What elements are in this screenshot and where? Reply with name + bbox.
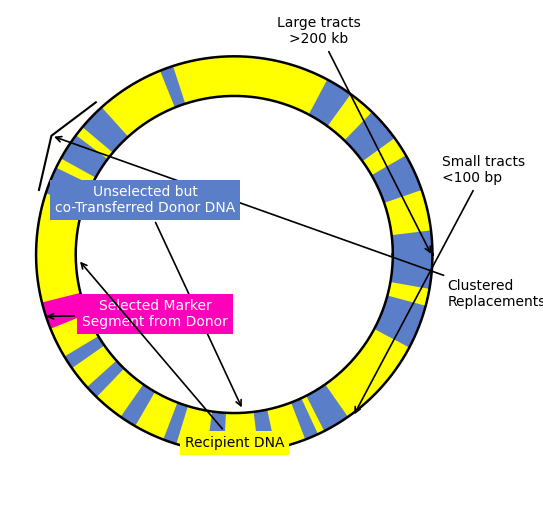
Polygon shape xyxy=(121,384,155,426)
Polygon shape xyxy=(87,360,124,397)
Polygon shape xyxy=(42,293,87,329)
Polygon shape xyxy=(371,155,422,203)
Text: Small tracts
<100 bp: Small tracts <100 bp xyxy=(355,155,526,413)
Polygon shape xyxy=(344,112,395,161)
Polygon shape xyxy=(46,167,92,206)
Polygon shape xyxy=(160,66,185,107)
Polygon shape xyxy=(306,384,348,431)
Polygon shape xyxy=(207,411,226,453)
Polygon shape xyxy=(36,56,432,453)
Polygon shape xyxy=(65,336,104,368)
Polygon shape xyxy=(83,107,128,153)
Polygon shape xyxy=(291,398,318,440)
Text: Selected Marker
Segment from Donor: Selected Marker Segment from Donor xyxy=(48,299,228,329)
Text: Clustered
Replacements: Clustered Replacements xyxy=(56,136,543,309)
Polygon shape xyxy=(374,296,426,348)
Text: Large tracts
>200 kb: Large tracts >200 kb xyxy=(276,16,430,252)
Polygon shape xyxy=(163,403,188,444)
Text: Unselected but
co-Transferred Donor DNA: Unselected but co-Transferred Donor DNA xyxy=(55,185,241,406)
Polygon shape xyxy=(61,135,108,178)
Text: Recipient DNA: Recipient DNA xyxy=(81,263,284,450)
Polygon shape xyxy=(254,410,275,451)
Polygon shape xyxy=(309,79,351,126)
Polygon shape xyxy=(390,231,432,289)
